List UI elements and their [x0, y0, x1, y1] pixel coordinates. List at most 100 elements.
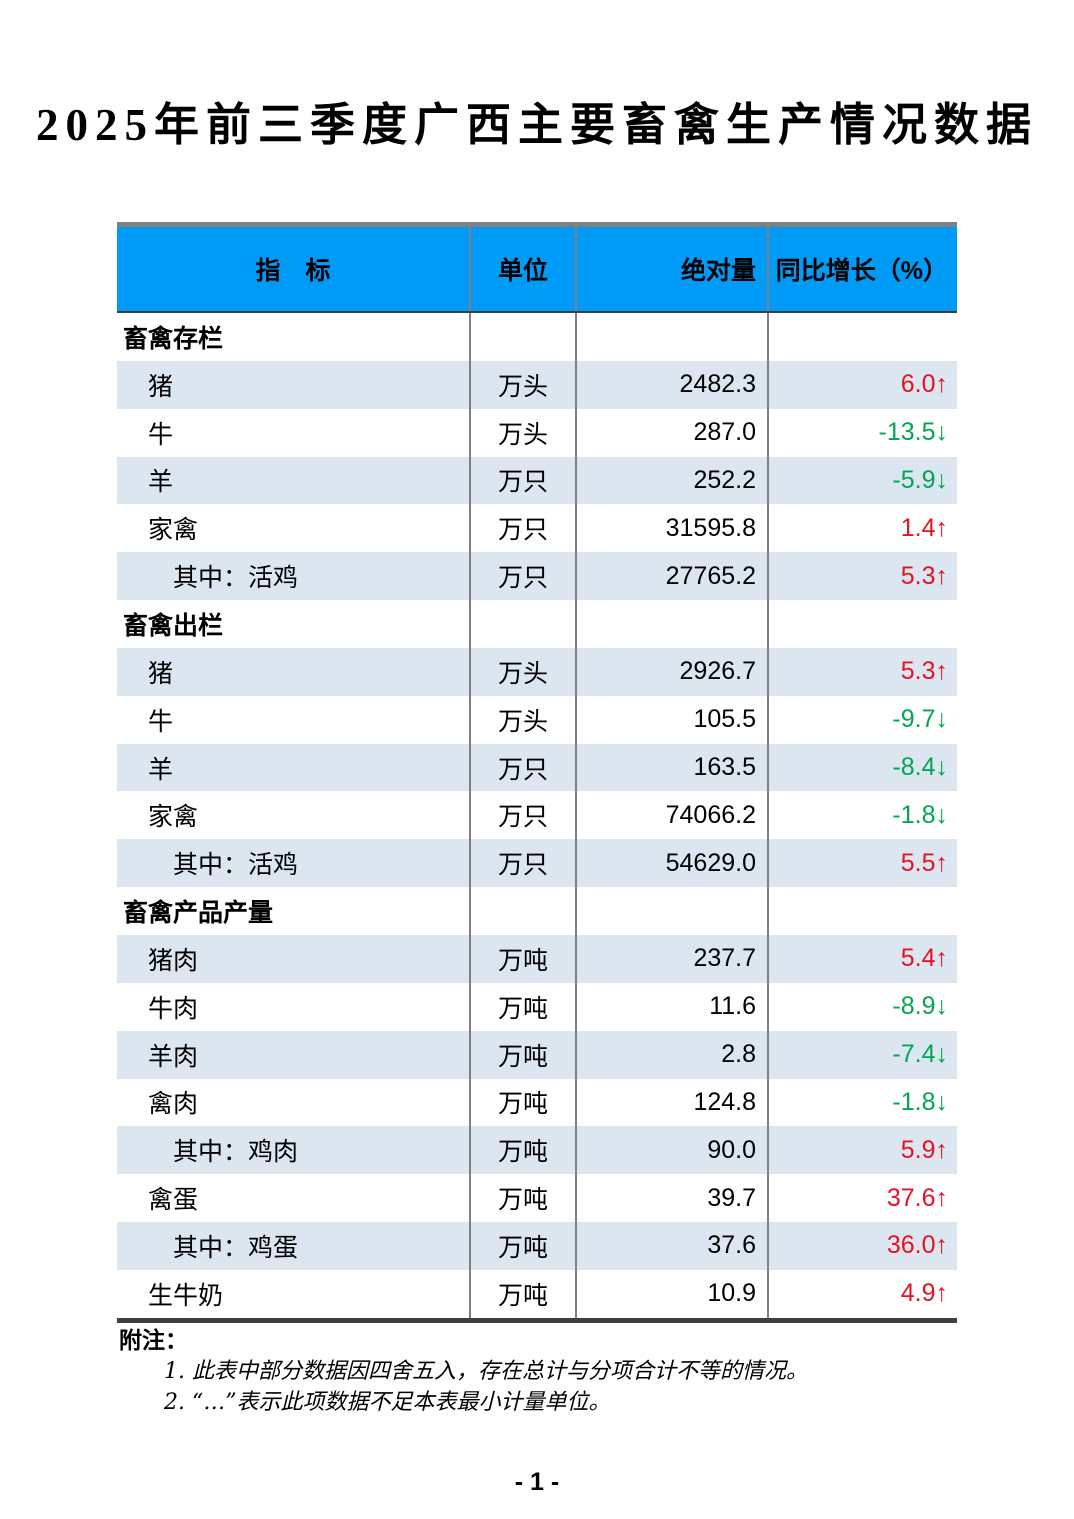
col-header-indicator: 指 标 [255, 257, 331, 285]
growth-cell: -8.9↓ [767, 982, 957, 1031]
unit-cell [469, 887, 575, 935]
value-cell: 74066.2 [575, 791, 767, 840]
unit-cell: 万头 [469, 695, 575, 744]
table-row: 畜禽存栏 [117, 313, 957, 361]
indicator-cell: 牛肉 [148, 994, 199, 1023]
growth-cell: 4.9↑ [767, 1269, 957, 1318]
value-cell: 252.2 [575, 456, 767, 505]
unit-cell: 万吨 [469, 1174, 575, 1223]
unit-cell: 万吨 [469, 1222, 575, 1270]
table-row: 羊 万只 163.5 -8.4↓ [117, 743, 957, 792]
indicator-cell: 牛 [148, 707, 174, 736]
table-row: 牛肉 万吨 11.6 -8.9↓ [117, 982, 957, 1031]
table-row: 生牛奶 万吨 10.9 4.9↑ [117, 1269, 957, 1318]
table-row: 羊 万只 252.2 -5.9↓ [117, 456, 957, 505]
unit-cell: 万只 [469, 504, 575, 553]
table-row: 牛 万头 287.0 -13.5↓ [117, 408, 957, 457]
indicator-cell: 生牛奶 [148, 1281, 224, 1310]
col-header-unit: 单位 [469, 227, 575, 311]
value-cell: 2.8 [575, 1030, 767, 1079]
table-row: 其中：活鸡 万只 27765.2 5.3↑ [117, 552, 957, 601]
unit-cell: 万吨 [469, 1126, 575, 1175]
indicator-cell: 羊 [148, 755, 174, 784]
page-title: 2025年前三季度广西主要畜禽生产情况数据 [35, 100, 1038, 150]
value-cell: 2926.7 [575, 647, 767, 696]
value-cell: 27765.2 [575, 552, 767, 601]
growth-cell: 5.3↑ [767, 552, 957, 601]
unit-cell: 万吨 [469, 1030, 575, 1079]
value-cell: 124.8 [575, 1078, 767, 1127]
table-row: 猪 万头 2482.3 6.0↑ [117, 360, 957, 409]
table-row: 家禽 万只 74066.2 -1.8↓ [117, 791, 957, 840]
value-cell [575, 600, 767, 648]
footnote-2: 2. “…”表示此项数据不足本表最小计量单位。 [164, 1390, 611, 1415]
unit-cell: 万只 [469, 839, 575, 888]
unit-cell: 万吨 [469, 1078, 575, 1127]
growth-cell: -7.4↓ [767, 1030, 957, 1079]
indicator-cell: 其中：鸡肉 [173, 1138, 299, 1167]
growth-cell [767, 887, 957, 935]
value-cell: 31595.8 [575, 504, 767, 553]
col-header-growth: 同比增长（%） [767, 227, 957, 311]
growth-cell: -9.7↓ [767, 695, 957, 744]
table-row: 猪肉 万吨 237.7 5.4↑ [117, 934, 957, 983]
value-cell: 39.7 [575, 1174, 767, 1223]
value-cell: 11.6 [575, 982, 767, 1031]
table-header-row: 指 标 单位 绝对量 同比增长（%） [117, 222, 957, 313]
indicator-cell: 其中：活鸡 [173, 851, 299, 880]
indicator-cell: 畜禽出栏 [123, 611, 224, 640]
unit-cell: 万头 [469, 408, 575, 457]
indicator-cell: 家禽 [148, 516, 199, 545]
indicator-cell: 家禽 [148, 803, 199, 832]
table-row: 畜禽出栏 [117, 600, 957, 648]
unit-cell [469, 600, 575, 648]
table-row: 其中：活鸡 万只 54629.0 5.5↑ [117, 839, 957, 888]
growth-cell: 37.6↑ [767, 1174, 957, 1223]
unit-cell: 万吨 [469, 1269, 575, 1318]
livestock-table: 指 标 单位 绝对量 同比增长（%） 畜禽存栏猪万头 2482.3 6.0↑ 牛万头 2… [117, 222, 957, 1323]
footnote-1: 1. 此表中部分数据因四舍五入，存在总计与分项合计不等的情况。 [164, 1359, 808, 1384]
indicator-cell: 猪 [148, 372, 174, 401]
footnotes-label: 附注： [119, 1327, 188, 1354]
indicator-cell: 猪肉 [148, 946, 199, 975]
unit-cell [469, 313, 575, 361]
growth-cell: -13.5↓ [767, 408, 957, 457]
unit-cell: 万吨 [469, 982, 575, 1031]
growth-cell: 36.0↑ [767, 1222, 957, 1270]
indicator-cell: 其中：活鸡 [173, 564, 299, 593]
indicator-cell: 牛 [148, 420, 174, 449]
value-cell [575, 313, 767, 361]
indicator-cell: 其中：鸡蛋 [173, 1233, 299, 1262]
growth-cell: -1.8↓ [767, 1078, 957, 1127]
value-cell: 105.5 [575, 695, 767, 744]
table-row: 其中：鸡肉 万吨 90.0 5.9↑ [117, 1126, 957, 1175]
indicator-cell: 畜禽存栏 [123, 324, 224, 353]
table-row: 猪 万头 2926.7 5.3↑ [117, 647, 957, 696]
table-row: 禽蛋 万吨 39.7 37.6↑ [117, 1174, 957, 1223]
growth-cell [767, 600, 957, 648]
indicator-cell: 畜禽产品产量 [123, 899, 274, 928]
table-body: 畜禽存栏猪万头 2482.3 6.0↑ 牛万头 287.0 -13.5↓ 羊万只 252.2-… [117, 313, 957, 1323]
value-cell: 90.0 [575, 1126, 767, 1175]
unit-cell: 万只 [469, 456, 575, 505]
indicator-cell: 羊 [148, 468, 174, 497]
unit-cell: 万只 [469, 552, 575, 601]
table-row: 禽肉 万吨 124.8 -1.8↓ [117, 1078, 957, 1127]
table-row: 羊肉 万吨 2.8 -7.4↓ [117, 1030, 957, 1079]
indicator-cell: 禽蛋 [148, 1186, 199, 1215]
indicator-cell: 猪 [148, 659, 174, 688]
table-row: 家禽 万只 31595.8 1.4↑ [117, 504, 957, 553]
unit-cell: 万只 [469, 791, 575, 840]
growth-cell: 5.5↑ [767, 839, 957, 888]
value-cell: 163.5 [575, 743, 767, 792]
value-cell: 37.6 [575, 1222, 767, 1270]
table-row: 牛 万头 105.5 -9.7↓ [117, 695, 957, 744]
unit-cell: 万吨 [469, 934, 575, 983]
growth-cell: 6.0↑ [767, 360, 957, 409]
growth-cell: -8.4↓ [767, 743, 957, 792]
growth-cell: 5.3↑ [767, 647, 957, 696]
growth-cell: 5.4↑ [767, 934, 957, 983]
growth-cell: 1.4↑ [767, 504, 957, 553]
unit-cell: 万只 [469, 743, 575, 792]
